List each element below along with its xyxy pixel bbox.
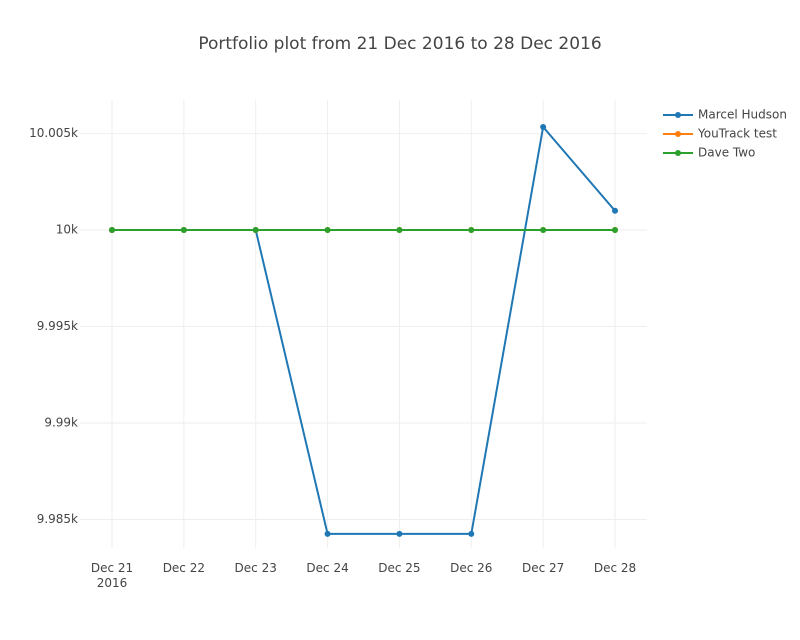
series	[109, 227, 618, 234]
point	[612, 227, 618, 234]
x-tick-label: Dec 26	[450, 561, 492, 575]
point	[468, 227, 475, 234]
x-tick-label: Dec 28	[594, 561, 636, 575]
series	[109, 124, 618, 537]
point	[540, 227, 547, 234]
x-tick-label: Dec 27	[522, 561, 564, 575]
point	[109, 227, 115, 234]
legend-marker	[675, 112, 681, 118]
y-tick-label: 9.985k	[37, 512, 78, 526]
y-tick-label: 9.995k	[37, 319, 78, 333]
legend-label: Marcel Hudson	[698, 108, 787, 122]
x-tick-label: Dec 23	[235, 561, 277, 575]
legend-label: Dave Two	[698, 146, 755, 160]
y-tick-label: 10k	[56, 223, 78, 237]
grid	[80, 100, 647, 548]
point	[396, 530, 403, 537]
legend-item: Marcel Hudson	[663, 108, 787, 122]
x-tick-label: Dec 25	[378, 561, 420, 575]
line	[112, 124, 616, 535]
point	[612, 207, 618, 214]
x-tick-label: Dec 21 2016	[91, 561, 133, 590]
point	[252, 227, 259, 234]
point	[540, 124, 547, 131]
point	[324, 530, 331, 537]
legend-item: YouTrack test	[663, 127, 777, 141]
y-tick-label: 10.005k	[29, 126, 78, 140]
point	[324, 227, 331, 234]
legend-marker	[675, 131, 681, 137]
point	[468, 530, 475, 537]
x-tick-label: Dec 22	[163, 561, 205, 575]
legend-marker	[675, 150, 681, 156]
y-tick-label: 9.99k	[44, 415, 78, 429]
chart-title: Portfolio plot from 21 Dec 2016 to 28 De…	[198, 34, 601, 54]
point	[396, 227, 403, 234]
x-tick-label: Dec 24	[306, 561, 348, 575]
legend-label: YouTrack test	[697, 127, 777, 141]
legend-item: Dave Two	[663, 146, 755, 160]
point	[180, 227, 187, 234]
